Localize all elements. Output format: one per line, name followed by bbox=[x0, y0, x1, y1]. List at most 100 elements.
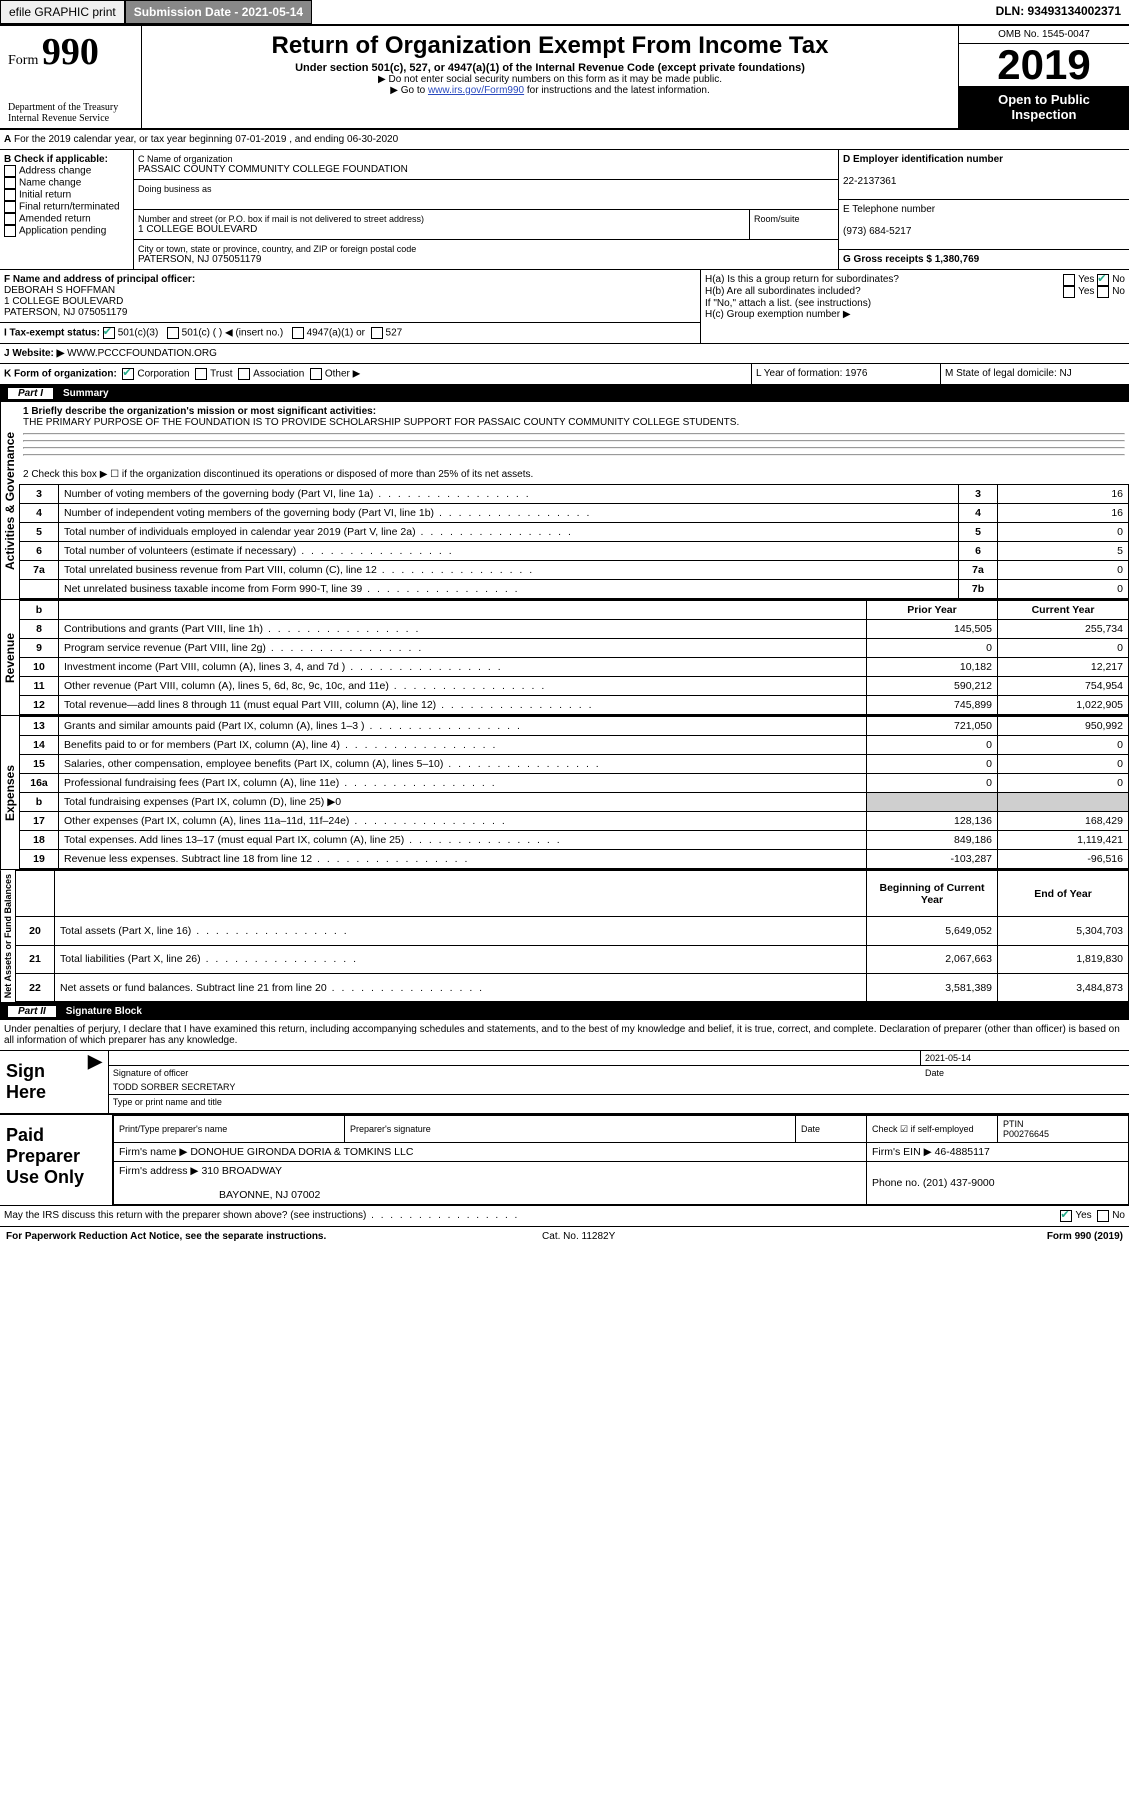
period-line: A For the 2019 calendar year, or tax yea… bbox=[0, 130, 1129, 150]
501c3-checkbox[interactable] bbox=[103, 327, 115, 339]
row-text: Other revenue (Part VIII, column (A), li… bbox=[59, 677, 867, 696]
arrow-icon: ▶ bbox=[82, 1051, 109, 1113]
initial-return-checkbox[interactable] bbox=[4, 189, 16, 201]
website-value: WWW.PCCCFOUNDATION.ORG bbox=[67, 348, 217, 359]
hb-yes: Yes bbox=[1078, 286, 1094, 298]
other-checkbox[interactable] bbox=[310, 368, 322, 380]
row-num: 17 bbox=[20, 812, 59, 831]
officer-signature-line[interactable] bbox=[109, 1051, 920, 1066]
ha-yes-checkbox[interactable] bbox=[1063, 274, 1075, 286]
revenue-section: Revenue bPrior YearCurrent Year 8Contrib… bbox=[0, 600, 1129, 716]
table-row: 22Net assets or fund balances. Subtract … bbox=[16, 973, 1129, 1001]
officer-name-line: TODD SORBER SECRETARY bbox=[109, 1080, 1129, 1095]
row-num bbox=[20, 580, 59, 599]
note-ssn: ▶ Do not enter social security numbers o… bbox=[146, 74, 954, 85]
assoc-checkbox[interactable] bbox=[238, 368, 250, 380]
shaded-cell bbox=[867, 793, 998, 812]
table-row: 13Grants and similar amounts paid (Part … bbox=[20, 717, 1129, 736]
row-text: Net assets or fund balances. Subtract li… bbox=[55, 973, 867, 1001]
prior-value: 145,505 bbox=[867, 620, 998, 639]
row-text: Total fundraising expenses (Part IX, col… bbox=[59, 793, 867, 812]
row-value: 5 bbox=[998, 542, 1129, 561]
501c-checkbox[interactable] bbox=[167, 327, 179, 339]
row-num: 12 bbox=[20, 696, 59, 715]
city-label: City or town, state or province, country… bbox=[138, 244, 834, 254]
addr-change-checkbox[interactable] bbox=[4, 165, 16, 177]
row-num: 20 bbox=[16, 917, 55, 945]
discuss-yes-checkbox[interactable] bbox=[1060, 1210, 1072, 1222]
current-value: 0 bbox=[998, 774, 1129, 793]
4947-checkbox[interactable] bbox=[292, 327, 304, 339]
boy-value: 5,649,052 bbox=[867, 917, 998, 945]
row-text: Benefits paid to or for members (Part IX… bbox=[59, 736, 867, 755]
opt-corp: Corporation bbox=[137, 369, 189, 380]
527-checkbox[interactable] bbox=[371, 327, 383, 339]
opt-initial: Initial return bbox=[19, 190, 71, 201]
note-link-post: for instructions and the latest informat… bbox=[527, 85, 710, 96]
table-row: 14Benefits paid to or for members (Part … bbox=[20, 736, 1129, 755]
line1-label: 1 Briefly describe the organization's mi… bbox=[23, 406, 376, 417]
declaration-text: Under penalties of perjury, I declare th… bbox=[0, 1020, 1129, 1051]
name-change-checkbox[interactable] bbox=[4, 177, 16, 189]
trust-checkbox[interactable] bbox=[195, 368, 207, 380]
line1-text: THE PRIMARY PURPOSE OF THE FOUNDATION IS… bbox=[23, 417, 739, 428]
officer-block: F Name and address of principal officer:… bbox=[0, 270, 1129, 344]
firm-addr1: 310 BROADWAY bbox=[201, 1165, 282, 1177]
footer-right: Form 990 (2019) bbox=[1047, 1231, 1123, 1242]
corp-checkbox[interactable] bbox=[122, 368, 134, 380]
expenses-section: Expenses 13Grants and similar amounts pa… bbox=[0, 716, 1129, 870]
instructions-link[interactable]: www.irs.gov/Form990 bbox=[428, 85, 524, 96]
current-value: 754,954 bbox=[998, 677, 1129, 696]
table-row: 7aTotal unrelated business revenue from … bbox=[20, 561, 1129, 580]
title-block: Return of Organization Exempt From Incom… bbox=[142, 26, 959, 128]
section-governance-label: Activities & Governance bbox=[0, 402, 19, 599]
row-num: 4 bbox=[20, 504, 59, 523]
current-value: 168,429 bbox=[998, 812, 1129, 831]
top-bar: efile GRAPHIC print Submission Date - 20… bbox=[0, 0, 1129, 26]
box-i: I Tax-exempt status: 501(c)(3) 501(c) ( … bbox=[0, 322, 700, 343]
dept-label: Department of the Treasury Internal Reve… bbox=[8, 102, 133, 124]
line2: 2 Check this box ▶ ☐ if the organization… bbox=[19, 465, 1129, 484]
final-return-checkbox[interactable] bbox=[4, 201, 16, 213]
row-num: 9 bbox=[20, 639, 59, 658]
ptin-value: P00276645 bbox=[1003, 1129, 1049, 1139]
hb-yes-checkbox[interactable] bbox=[1063, 286, 1075, 298]
opt-501c: 501(c) ( ) ◀ (insert no.) bbox=[182, 328, 284, 339]
prior-value: 745,899 bbox=[867, 696, 998, 715]
discuss-no-checkbox[interactable] bbox=[1097, 1210, 1109, 1222]
row-num: 15 bbox=[20, 755, 59, 774]
firm-ein-label: Firm's EIN ▶ bbox=[872, 1146, 932, 1158]
prior-value: 0 bbox=[867, 639, 998, 658]
table-row: 15Salaries, other compensation, employee… bbox=[20, 755, 1129, 774]
part2-header: Part II Signature Block bbox=[0, 1003, 1129, 1020]
discuss-row: May the IRS discuss this return with the… bbox=[0, 1206, 1129, 1227]
table-row: Firm's address ▶ 310 BROADWAYBAYONNE, NJ… bbox=[114, 1162, 1129, 1205]
year-block: OMB No. 1545-0047 2019 Open to Public In… bbox=[959, 26, 1129, 128]
box-b: B Check if applicable: Address change Na… bbox=[0, 150, 134, 269]
preparer-label: Paid Preparer Use Only bbox=[0, 1115, 113, 1205]
row-num: 19 bbox=[20, 850, 59, 869]
prior-value: 0 bbox=[867, 774, 998, 793]
note-link: ▶ Go to www.irs.gov/Form990 for instruct… bbox=[146, 85, 954, 96]
net-assets-table: Beginning of Current YearEnd of Year 20T… bbox=[15, 870, 1129, 1002]
form-number: 990 bbox=[42, 31, 99, 73]
table-row: 12Total revenue—add lines 8 through 11 (… bbox=[20, 696, 1129, 715]
hb-note: If "No," attach a list. (see instruction… bbox=[705, 298, 1125, 309]
sign-here-label: Sign Here bbox=[0, 1051, 82, 1113]
table-row: 17Other expenses (Part IX, column (A), l… bbox=[20, 812, 1129, 831]
submission-tab[interactable]: Submission Date - 2021-05-14 bbox=[125, 0, 312, 24]
pending-checkbox[interactable] bbox=[4, 225, 16, 237]
row-value: 0 bbox=[998, 561, 1129, 580]
amended-checkbox[interactable] bbox=[4, 213, 16, 225]
current-value: -96,516 bbox=[998, 850, 1129, 869]
row-num: 10 bbox=[20, 658, 59, 677]
efile-tab[interactable]: efile GRAPHIC print bbox=[0, 0, 125, 24]
ha-no-checkbox[interactable] bbox=[1097, 274, 1109, 286]
firm-name: DONOHUE GIRONDA DORIA & TOMKINS LLC bbox=[190, 1146, 413, 1158]
part1-body: Activities & Governance 1 Briefly descri… bbox=[0, 402, 1129, 600]
self-employed-label: Check ☑ if self-employed bbox=[867, 1116, 998, 1143]
preparer-block: Paid Preparer Use Only Print/Type prepar… bbox=[0, 1115, 1129, 1206]
name-title-label: Type or print name and title bbox=[109, 1095, 1129, 1109]
hb-no-checkbox[interactable] bbox=[1097, 286, 1109, 298]
prior-value: 128,136 bbox=[867, 812, 998, 831]
